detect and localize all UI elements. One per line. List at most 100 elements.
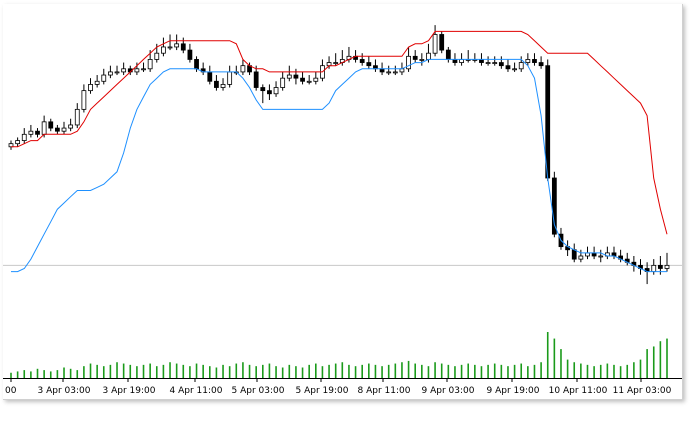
candles-layer xyxy=(3,25,682,285)
lower-band-line xyxy=(11,58,667,273)
candle-body xyxy=(313,77,319,82)
candle-body xyxy=(386,71,392,74)
candle-body xyxy=(412,55,418,60)
candle-body xyxy=(293,74,299,79)
candle xyxy=(419,53,425,66)
x-tick-label: 5 Apr 03:00 xyxy=(232,386,285,396)
x-tick-label: 4 Apr 11:00 xyxy=(170,386,223,396)
candle-body xyxy=(74,108,80,126)
candle-body xyxy=(359,59,365,63)
candle xyxy=(48,118,54,132)
candle xyxy=(214,75,219,91)
candle-body xyxy=(392,71,398,74)
candle-body xyxy=(227,71,233,85)
candle-body xyxy=(240,65,246,73)
candle-body xyxy=(538,62,544,67)
candle-body xyxy=(187,49,193,60)
candle xyxy=(134,62,140,76)
candle xyxy=(551,171,557,238)
candle xyxy=(412,50,418,63)
candle xyxy=(187,43,193,63)
candle xyxy=(253,65,259,91)
candle xyxy=(611,246,617,260)
candle-body xyxy=(571,249,577,260)
candle xyxy=(141,62,146,72)
candle xyxy=(359,53,365,66)
candle-body xyxy=(260,87,266,92)
candle-body xyxy=(81,90,87,110)
candle xyxy=(306,75,312,85)
candle xyxy=(578,249,584,263)
candle xyxy=(207,65,213,85)
candle xyxy=(114,65,120,76)
candle-body xyxy=(651,264,657,272)
candle-body xyxy=(94,80,100,85)
candle xyxy=(366,56,372,69)
bands-layer xyxy=(11,30,668,273)
candle xyxy=(512,62,517,72)
candle xyxy=(538,56,544,69)
x-tick-label: 3 Apr 19:00 xyxy=(103,386,156,396)
candle-body xyxy=(141,68,146,71)
candle-body xyxy=(518,62,524,70)
candle xyxy=(439,31,445,54)
candle xyxy=(518,56,524,72)
candle xyxy=(101,68,107,85)
candle-body xyxy=(280,77,286,88)
candle-body xyxy=(194,59,199,70)
candle-body xyxy=(286,74,292,79)
candle xyxy=(227,65,233,88)
candle xyxy=(54,124,60,135)
candle xyxy=(651,259,657,275)
candle-body xyxy=(134,68,140,73)
candle xyxy=(88,78,93,94)
candle-body xyxy=(114,71,120,74)
chart-frame: 00 3 Apr 03:00 3 Apr 19:00 4 Apr 11:00 5 Apr… xyxy=(3,4,683,400)
x-tick-label: 9 Apr 03:00 xyxy=(422,386,475,396)
x-tick-label: 10 Apr 11:00 xyxy=(549,386,608,396)
candle-body xyxy=(21,133,27,141)
chart-canvas: 00 3 Apr 03:00 3 Apr 19:00 4 Apr 11:00 5 Apr… xyxy=(3,25,682,396)
candle-body xyxy=(180,43,186,51)
candle xyxy=(485,56,491,66)
candle xyxy=(492,56,498,66)
candle xyxy=(624,252,630,266)
candle xyxy=(121,62,127,76)
candle-body xyxy=(174,43,180,48)
candle xyxy=(373,59,378,72)
candle-body xyxy=(505,65,511,70)
candle xyxy=(167,34,173,51)
candle xyxy=(631,256,637,272)
candle xyxy=(68,118,74,132)
x-axis: 00 3 Apr 03:00 3 Apr 19:00 4 Apr 11:00 5 Apr… xyxy=(3,378,682,396)
candle xyxy=(333,53,339,66)
candle xyxy=(432,25,438,57)
candle-body xyxy=(253,71,259,88)
candle-body xyxy=(121,68,127,73)
candle-body xyxy=(88,84,93,92)
candle xyxy=(161,37,166,57)
candle-body xyxy=(167,46,173,49)
candle-body xyxy=(41,121,47,135)
candle xyxy=(260,84,266,104)
candle-body xyxy=(108,71,113,76)
candle xyxy=(472,53,478,63)
candle xyxy=(94,75,100,88)
candle-body xyxy=(48,121,54,129)
candle-body xyxy=(220,84,226,88)
candle xyxy=(8,140,14,150)
candle-body xyxy=(578,255,584,260)
volume-layer xyxy=(10,332,668,378)
candle xyxy=(273,81,279,97)
candle xyxy=(505,59,511,72)
candle-body xyxy=(479,59,484,63)
candle xyxy=(81,84,87,113)
candle-body xyxy=(657,264,663,269)
x-tick-label: 9 Apr 19:00 xyxy=(487,386,540,396)
candle xyxy=(108,65,113,79)
candle xyxy=(618,249,624,263)
candle-body xyxy=(419,59,425,61)
candle xyxy=(498,56,504,69)
candle xyxy=(220,78,226,91)
candle xyxy=(21,128,27,144)
